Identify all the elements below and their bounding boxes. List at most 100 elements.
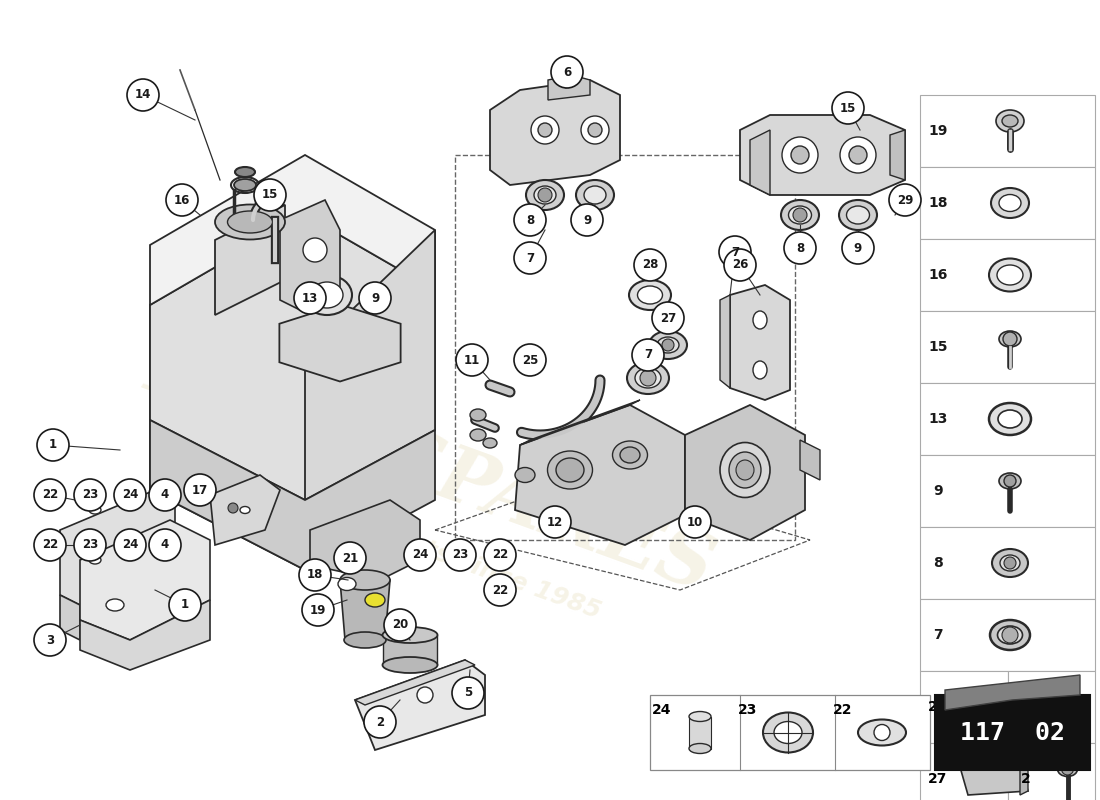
Text: 11: 11 (464, 354, 480, 366)
Circle shape (34, 624, 66, 656)
Ellipse shape (383, 657, 438, 673)
Bar (650, 695, 930, 770)
Text: 26: 26 (732, 258, 748, 271)
Ellipse shape (240, 506, 250, 514)
Text: 5: 5 (464, 686, 472, 699)
Polygon shape (945, 675, 1080, 710)
Polygon shape (490, 80, 620, 185)
Ellipse shape (635, 368, 661, 388)
Ellipse shape (483, 438, 497, 448)
Text: 28: 28 (641, 258, 658, 271)
Ellipse shape (996, 110, 1024, 132)
Ellipse shape (1059, 696, 1076, 708)
Ellipse shape (754, 361, 767, 379)
Circle shape (404, 539, 436, 571)
Ellipse shape (774, 722, 802, 743)
Text: 7: 7 (526, 251, 535, 265)
Ellipse shape (999, 194, 1021, 211)
Text: a passion for parts since 1985: a passion for parts since 1985 (196, 456, 604, 624)
Text: 7: 7 (933, 628, 943, 642)
Polygon shape (1020, 763, 1028, 795)
Circle shape (1003, 332, 1018, 346)
Text: 24: 24 (122, 489, 139, 502)
Polygon shape (310, 500, 420, 580)
Ellipse shape (720, 442, 770, 498)
Circle shape (364, 706, 396, 738)
Ellipse shape (1054, 691, 1081, 713)
Bar (920, 599, 1094, 671)
Circle shape (640, 370, 656, 386)
Text: 19: 19 (310, 603, 327, 617)
Polygon shape (685, 405, 805, 540)
Text: 24: 24 (122, 538, 139, 551)
Circle shape (417, 687, 433, 703)
Circle shape (302, 238, 327, 262)
Polygon shape (740, 115, 905, 195)
Ellipse shape (235, 167, 255, 177)
Circle shape (531, 116, 559, 144)
Circle shape (514, 344, 546, 376)
Bar (1008, 671, 1094, 743)
Text: 22: 22 (492, 583, 508, 597)
Text: 27: 27 (660, 311, 676, 325)
Text: 10: 10 (686, 515, 703, 529)
Ellipse shape (338, 578, 356, 590)
Ellipse shape (649, 331, 688, 359)
Circle shape (832, 92, 864, 124)
Ellipse shape (344, 632, 386, 648)
Ellipse shape (365, 593, 385, 607)
Circle shape (34, 529, 66, 561)
Ellipse shape (991, 188, 1028, 218)
Text: 18: 18 (307, 569, 323, 582)
Polygon shape (279, 305, 400, 382)
Ellipse shape (847, 206, 869, 224)
Text: 8: 8 (933, 556, 943, 570)
Circle shape (126, 79, 160, 111)
Circle shape (514, 204, 546, 236)
Ellipse shape (990, 620, 1030, 650)
Text: 13: 13 (301, 291, 318, 305)
Polygon shape (890, 130, 905, 180)
Ellipse shape (999, 331, 1021, 347)
Text: 23: 23 (81, 538, 98, 551)
Circle shape (74, 529, 106, 561)
Ellipse shape (556, 458, 584, 482)
Polygon shape (150, 420, 435, 570)
Bar (920, 671, 1008, 743)
Circle shape (148, 479, 182, 511)
Text: 23: 23 (738, 703, 758, 717)
Polygon shape (355, 660, 475, 705)
Text: 23: 23 (452, 549, 469, 562)
Circle shape (166, 184, 198, 216)
Ellipse shape (992, 549, 1028, 577)
Circle shape (662, 339, 674, 351)
Ellipse shape (657, 337, 679, 353)
Text: 22: 22 (42, 538, 58, 551)
Ellipse shape (1002, 115, 1018, 127)
Ellipse shape (584, 186, 606, 204)
Ellipse shape (228, 211, 273, 233)
Circle shape (334, 542, 366, 574)
Polygon shape (355, 660, 485, 750)
Circle shape (228, 503, 238, 513)
Ellipse shape (576, 180, 614, 210)
Polygon shape (383, 635, 437, 665)
Ellipse shape (470, 409, 486, 421)
Text: 2: 2 (376, 715, 384, 729)
Text: 28: 28 (928, 700, 948, 714)
Text: 7: 7 (644, 349, 652, 362)
Circle shape (484, 539, 516, 571)
Text: 23: 23 (81, 489, 98, 502)
Polygon shape (150, 215, 435, 500)
Ellipse shape (89, 556, 101, 564)
Text: 21: 21 (342, 551, 359, 565)
Circle shape (384, 609, 416, 641)
Bar (920, 167, 1094, 239)
Circle shape (1002, 627, 1018, 643)
Text: 8: 8 (796, 242, 804, 254)
Circle shape (294, 282, 326, 314)
Bar (920, 383, 1094, 455)
Text: 22: 22 (42, 489, 58, 502)
Ellipse shape (998, 626, 1023, 644)
Ellipse shape (613, 441, 648, 469)
